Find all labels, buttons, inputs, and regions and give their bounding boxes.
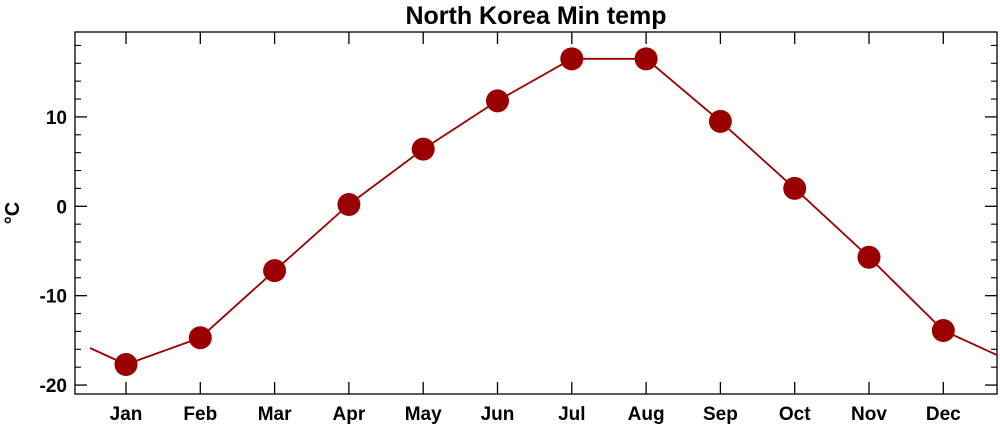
x-tick-label: Jan xyxy=(110,404,143,425)
data-point xyxy=(931,319,955,343)
y-tick-label: -20 xyxy=(40,376,67,397)
data-point xyxy=(857,245,881,269)
data-point xyxy=(337,193,361,217)
data-point xyxy=(263,259,287,283)
y-tick-label: -10 xyxy=(40,287,67,308)
x-axis-labels: Jan Feb Mar Apr May Jun Jul Aug Sep Oct Nov Dec xyxy=(110,404,962,425)
x-tick-label: Aug xyxy=(628,404,665,425)
x-tick-label: Feb xyxy=(183,404,217,425)
x-tick-label: Mar xyxy=(258,404,292,425)
y-tick-label: 0 xyxy=(56,197,67,218)
data-point xyxy=(188,326,212,350)
series-min-temp xyxy=(89,47,998,377)
plot-frame xyxy=(74,31,998,395)
y-tick-label: 10 xyxy=(46,108,67,129)
data-point xyxy=(486,89,509,113)
axis-ticks xyxy=(75,32,997,394)
y-axis-labels: -20 -10 0 10 xyxy=(40,108,67,397)
x-tick-label: Apr xyxy=(333,404,366,425)
data-point xyxy=(114,353,138,377)
series-line xyxy=(89,57,998,366)
x-tick-label: Dec xyxy=(926,404,961,425)
data-point xyxy=(560,47,584,71)
data-point xyxy=(708,109,732,133)
x-tick-label: Sep xyxy=(703,404,738,425)
data-point xyxy=(634,47,658,71)
y-axis-label: °C xyxy=(2,202,24,224)
x-tick-label: Jul xyxy=(558,404,585,425)
x-tick-label: Oct xyxy=(779,404,811,425)
data-point xyxy=(783,176,807,200)
x-tick-label: May xyxy=(405,404,442,425)
data-point xyxy=(411,137,435,161)
x-tick-label: Nov xyxy=(851,404,887,425)
chart-title: North Korea Min temp xyxy=(405,2,666,30)
x-tick-label: Jun xyxy=(481,404,515,425)
